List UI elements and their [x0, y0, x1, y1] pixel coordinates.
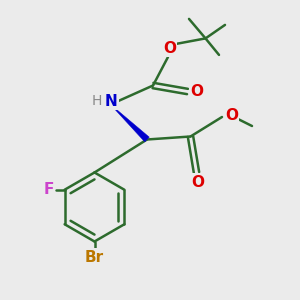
Text: F: F [44, 182, 54, 197]
Text: O: O [225, 108, 238, 123]
Text: H: H [92, 94, 102, 108]
Text: O: O [191, 175, 205, 190]
Text: Br: Br [85, 250, 104, 265]
Text: N: N [105, 94, 117, 109]
Text: O: O [163, 41, 176, 56]
Text: O: O [190, 84, 204, 99]
Polygon shape [110, 103, 149, 142]
